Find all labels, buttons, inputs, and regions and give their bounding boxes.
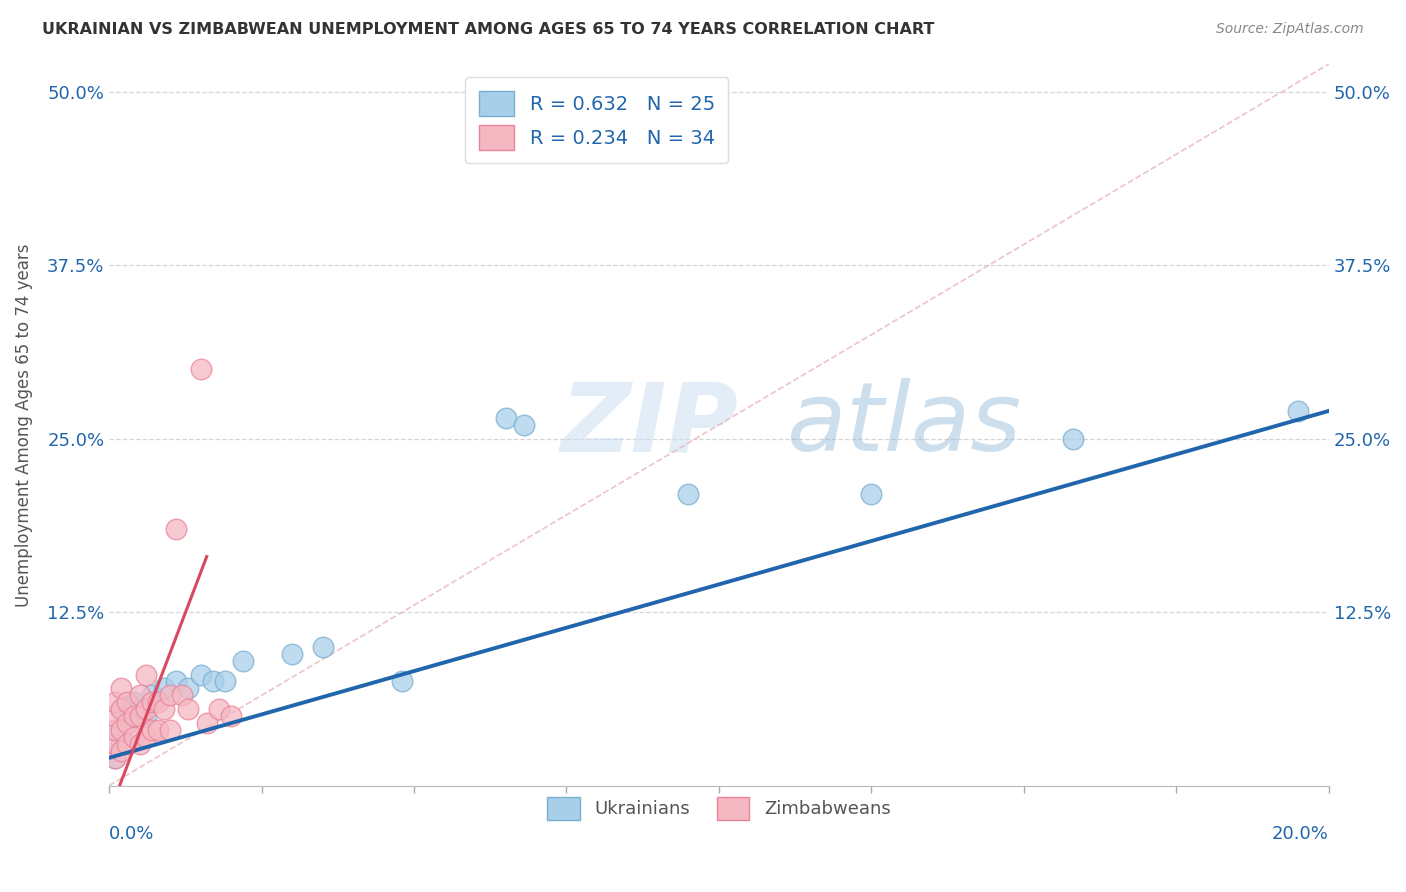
Point bbox=[513, 417, 536, 432]
Point bbox=[122, 695, 145, 709]
Point bbox=[117, 716, 139, 731]
Point bbox=[208, 702, 231, 716]
Point bbox=[104, 695, 127, 709]
Point bbox=[104, 751, 127, 765]
Point bbox=[128, 689, 150, 703]
Point bbox=[860, 487, 883, 501]
Point bbox=[104, 737, 127, 751]
Point bbox=[104, 751, 127, 765]
Point bbox=[153, 681, 176, 696]
Point bbox=[495, 410, 517, 425]
Point bbox=[1286, 404, 1309, 418]
Point bbox=[177, 681, 200, 696]
Text: atlas: atlas bbox=[786, 378, 1021, 471]
Point bbox=[117, 695, 139, 709]
Point bbox=[214, 674, 236, 689]
Point bbox=[122, 730, 145, 744]
Point bbox=[391, 674, 413, 689]
Point bbox=[146, 723, 169, 737]
Point bbox=[110, 737, 132, 751]
Point bbox=[135, 667, 157, 681]
Point bbox=[159, 689, 181, 703]
Point bbox=[128, 737, 150, 751]
Point bbox=[128, 709, 150, 723]
Point bbox=[281, 647, 304, 661]
Text: ZIP: ZIP bbox=[561, 378, 738, 471]
Y-axis label: Unemployment Among Ages 65 to 74 years: Unemployment Among Ages 65 to 74 years bbox=[15, 243, 32, 607]
Point bbox=[135, 730, 157, 744]
Point bbox=[311, 640, 333, 654]
Point bbox=[146, 695, 169, 709]
Point bbox=[122, 709, 145, 723]
Point bbox=[219, 709, 242, 723]
Point bbox=[135, 709, 157, 723]
Point bbox=[159, 723, 181, 737]
Point bbox=[678, 487, 700, 501]
Point bbox=[190, 667, 212, 681]
Text: 20.0%: 20.0% bbox=[1272, 825, 1329, 843]
Text: Source: ZipAtlas.com: Source: ZipAtlas.com bbox=[1216, 22, 1364, 37]
Point bbox=[165, 674, 187, 689]
Point bbox=[141, 689, 163, 703]
Point bbox=[110, 681, 132, 696]
Point bbox=[177, 702, 200, 716]
Point bbox=[104, 723, 127, 737]
Point bbox=[110, 744, 132, 758]
Point bbox=[110, 702, 132, 716]
Point bbox=[110, 723, 132, 737]
Point bbox=[117, 716, 139, 731]
Point bbox=[190, 362, 212, 376]
Text: 0.0%: 0.0% bbox=[110, 825, 155, 843]
Point bbox=[172, 689, 194, 703]
Point bbox=[1062, 432, 1084, 446]
Point bbox=[141, 695, 163, 709]
Point bbox=[104, 723, 127, 737]
Point bbox=[232, 654, 254, 668]
Point bbox=[195, 716, 218, 731]
Point bbox=[128, 702, 150, 716]
Point bbox=[141, 723, 163, 737]
Legend: Ukrainians, Zimbabweans: Ukrainians, Zimbabweans bbox=[540, 789, 898, 827]
Point bbox=[110, 702, 132, 716]
Point bbox=[201, 674, 224, 689]
Point bbox=[165, 522, 187, 536]
Text: UKRAINIAN VS ZIMBABWEAN UNEMPLOYMENT AMONG AGES 65 TO 74 YEARS CORRELATION CHART: UKRAINIAN VS ZIMBABWEAN UNEMPLOYMENT AMO… bbox=[42, 22, 935, 37]
Point bbox=[104, 709, 127, 723]
Point bbox=[117, 737, 139, 751]
Point bbox=[135, 702, 157, 716]
Point bbox=[153, 702, 176, 716]
